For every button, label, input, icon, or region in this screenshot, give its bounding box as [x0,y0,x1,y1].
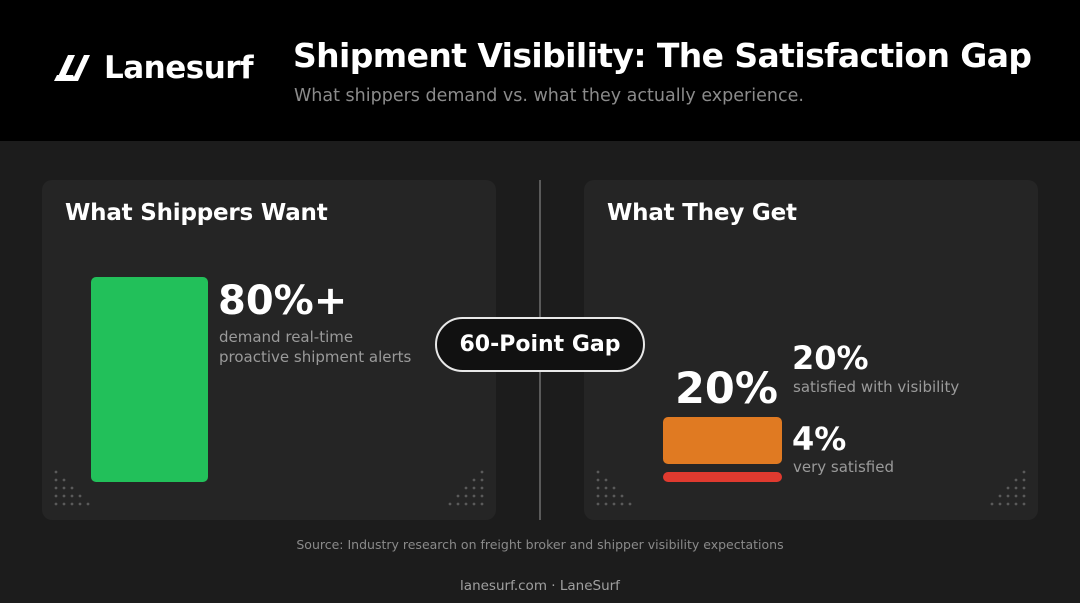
decoration-dot [480,502,484,506]
satisfied-stat-value: 20% [792,339,869,377]
decoration-dot [464,486,468,490]
decoration-dot [70,494,74,498]
decoration-dot [1006,486,1010,490]
decoration-dot [1022,494,1026,498]
page-subtitle: What shippers demand vs. what they actua… [294,86,804,106]
decoration-dot [596,502,600,506]
decoration-dot [1022,502,1026,506]
decoration-dot [54,494,58,498]
brand-name: Lanesurf [104,50,254,86]
satisfied-stat-desc: satisfied with visibility [793,378,960,396]
decoration-dot [596,494,600,498]
decoration-dot [54,470,58,474]
decoration-dot [998,502,1002,506]
decoration-dot [472,478,476,482]
source-note: Source: Industry research on freight bro… [296,537,784,552]
bar-satisfied [663,417,782,464]
decoration-dot [464,502,468,506]
decoration-dot [448,502,452,506]
decoration-dot [62,502,66,506]
gap-badge: 60-Point Gap [435,317,645,372]
bar-want [91,277,208,482]
decoration-dot [86,502,90,506]
decoration-dot [70,502,74,506]
decoration-dot [612,502,616,506]
dot-pattern-decoration [596,470,632,506]
decoration-dot [604,486,608,490]
decoration-dot [998,494,1002,498]
decoration-dot [62,478,66,482]
decoration-dot [1014,486,1018,490]
decoration-dot [62,486,66,490]
decoration-dot [70,486,74,490]
decoration-dot [1014,494,1018,498]
get-panel-title: What They Get [607,200,797,226]
decoration-dot [596,486,600,490]
decoration-dot [620,502,624,506]
want-stat-desc-line2: proactive shipment alerts [219,348,412,366]
decoration-dot [1022,486,1026,490]
decoration-dot [480,486,484,490]
decoration-dot [628,502,632,506]
decoration-dot [612,486,616,490]
lanesurf-logo-icon [54,55,90,81]
decoration-dot [1014,478,1018,482]
decoration-dot [604,478,608,482]
decoration-dot [480,478,484,482]
decoration-dot [54,478,58,482]
dot-pattern-decoration [448,470,484,506]
decoration-dot [612,494,616,498]
header: Lanesurf Shipment Visibility: The Satisf… [0,0,1080,141]
bar-very-satisfied [663,472,782,482]
decoration-dot [456,494,460,498]
decoration-dot [1022,478,1026,482]
decoration-dot [78,494,82,498]
decoration-dot [1022,470,1026,474]
decoration-dot [990,502,994,506]
decoration-dot [1006,494,1010,498]
decoration-dot [480,470,484,474]
footer-link[interactable]: lanesurf.com · LaneSurf [460,578,620,594]
decoration-dot [472,502,476,506]
decoration-dot [620,494,624,498]
dot-pattern-decoration [990,470,1026,506]
decoration-dot [472,486,476,490]
brand-logo[interactable]: Lanesurf [52,50,254,86]
decoration-dot [472,494,476,498]
decoration-dot [464,494,468,498]
very-satisfied-stat-value: 4% [792,420,847,458]
decoration-dot [1014,502,1018,506]
decoration-dot [480,494,484,498]
get-panel: What They Get [584,180,1038,520]
satisfied-bar-label: 20% [675,364,778,414]
decoration-dot [596,478,600,482]
want-stat-value: 80%+ [218,278,348,324]
dot-pattern-decoration [54,470,90,506]
decoration-dot [604,502,608,506]
decoration-dot [456,502,460,506]
want-stat-desc-line1: demand real-time [219,328,354,346]
want-panel-title: What Shippers Want [65,200,328,226]
decoration-dot [604,494,608,498]
decoration-dot [54,502,58,506]
decoration-dot [54,486,58,490]
very-satisfied-stat-desc: very satisfied [793,458,894,476]
decoration-dot [596,470,600,474]
decoration-dot [62,494,66,498]
decoration-dot [78,502,82,506]
decoration-dot [1006,502,1010,506]
page-title: Shipment Visibility: The Satisfaction Ga… [293,36,1032,75]
